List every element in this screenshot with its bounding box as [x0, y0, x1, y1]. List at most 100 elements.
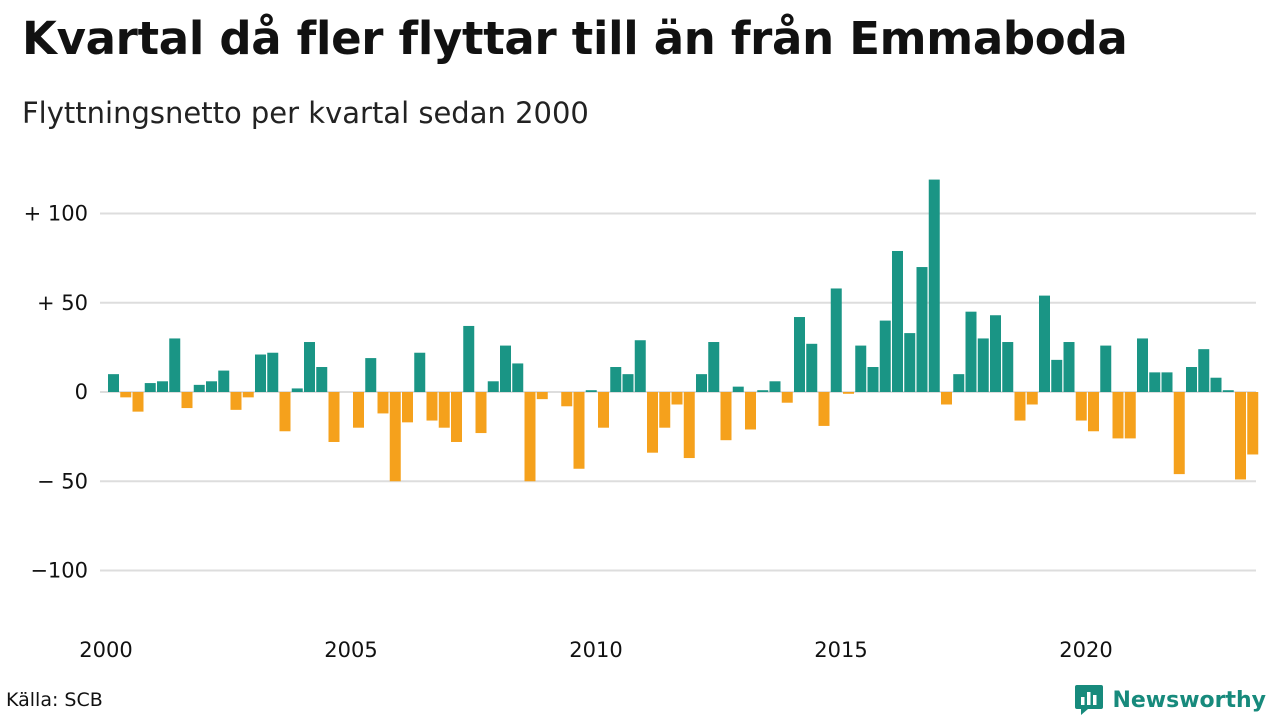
bar: [1002, 342, 1014, 392]
y-tick-label: + 50: [37, 291, 88, 315]
bar: [671, 392, 683, 405]
bar: [1198, 349, 1210, 392]
x-tick-label: 2020: [1059, 638, 1112, 662]
bar: [1173, 392, 1185, 475]
bar: [267, 352, 279, 392]
brand-logo: Newsworthy: [1074, 683, 1266, 717]
bar: [316, 367, 328, 392]
bar: [181, 392, 193, 409]
bar: [304, 342, 315, 392]
bar: [977, 338, 989, 392]
bar: [598, 392, 609, 428]
bar: [573, 392, 585, 469]
bar: [892, 250, 903, 392]
bar: [169, 338, 181, 392]
bar: [708, 342, 720, 392]
y-tick-label: 0: [75, 380, 88, 404]
bar: [659, 392, 671, 428]
bar: [426, 392, 438, 421]
bar: [1112, 392, 1124, 439]
bar: [218, 370, 230, 392]
bar: [769, 381, 781, 392]
bar: [794, 317, 805, 392]
bar: [1063, 342, 1075, 392]
y-tick-label: + 100: [24, 202, 88, 226]
y-tick-label: − 50: [37, 469, 88, 493]
bar: [242, 392, 254, 398]
bar: [451, 392, 462, 442]
x-tick-label: 2015: [814, 638, 867, 662]
bar: [414, 352, 426, 392]
bar: [720, 392, 732, 441]
bar: [438, 392, 450, 428]
bar: [1124, 392, 1136, 439]
bar: [1247, 392, 1259, 455]
x-tick-label: 2005: [324, 638, 377, 662]
bar: [610, 367, 622, 392]
bar: [843, 392, 854, 394]
bar: [953, 374, 965, 392]
bar: [757, 390, 769, 392]
x-tick-label: 2010: [569, 638, 622, 662]
bar: [1186, 367, 1197, 392]
bar: [487, 381, 499, 392]
bar: [928, 179, 940, 392]
bar: [1075, 392, 1087, 421]
bar: [377, 392, 389, 414]
bar: [647, 392, 658, 453]
bar: [206, 381, 217, 392]
bar: [463, 325, 475, 392]
bar: [916, 267, 928, 392]
bar: [524, 392, 536, 482]
y-axis-labels: + 100 + 50 0 − 50 −100: [24, 202, 88, 583]
bar: [745, 392, 756, 430]
bar: [1039, 295, 1050, 392]
bar: [561, 392, 573, 407]
bar: [1210, 377, 1222, 392]
bar: [634, 340, 646, 392]
bar: [904, 333, 916, 392]
bar: [536, 392, 548, 400]
bar: [879, 320, 891, 392]
bar: [512, 363, 524, 392]
newsworthy-logo-icon: [1075, 685, 1104, 715]
bar: [108, 374, 119, 392]
bar: [230, 392, 242, 410]
bar: [279, 392, 291, 432]
bar: [1014, 392, 1026, 421]
bar: [1137, 338, 1148, 392]
bar: [965, 311, 977, 392]
bar: [365, 358, 377, 392]
bar: [193, 384, 205, 392]
bar: [1026, 392, 1038, 405]
chart-subtitle: Flyttningsnetto per kvartal sedan 2000: [22, 96, 589, 130]
bar: [830, 288, 842, 392]
bars: [108, 179, 1259, 482]
bar: [732, 386, 744, 392]
bar: [402, 392, 413, 423]
y-tick-label: −100: [30, 559, 88, 583]
x-tick-label: 2000: [79, 638, 132, 662]
bar: [389, 392, 401, 482]
bar: [1235, 392, 1246, 480]
bar: [806, 343, 818, 392]
bar: [683, 392, 695, 459]
bar: [1149, 372, 1161, 392]
bar: [353, 392, 364, 428]
bar: [585, 390, 597, 392]
bar: [990, 315, 1001, 392]
bar: [941, 392, 952, 405]
bar: [1051, 359, 1063, 392]
bar: [1222, 390, 1234, 392]
bar: [328, 392, 340, 442]
x-axis-labels: 2000 2005 2010 2015 2020: [79, 638, 1112, 662]
chart-title: Kvartal då fler flyttar till än från Emm…: [22, 12, 1128, 65]
bar: [781, 392, 793, 403]
bar: [132, 392, 144, 412]
bar: [1088, 392, 1099, 432]
bar: [1100, 345, 1112, 392]
bar: [475, 392, 487, 434]
source-note: Källa: SCB: [6, 689, 103, 711]
bar: [120, 392, 132, 398]
bar: [855, 345, 867, 392]
